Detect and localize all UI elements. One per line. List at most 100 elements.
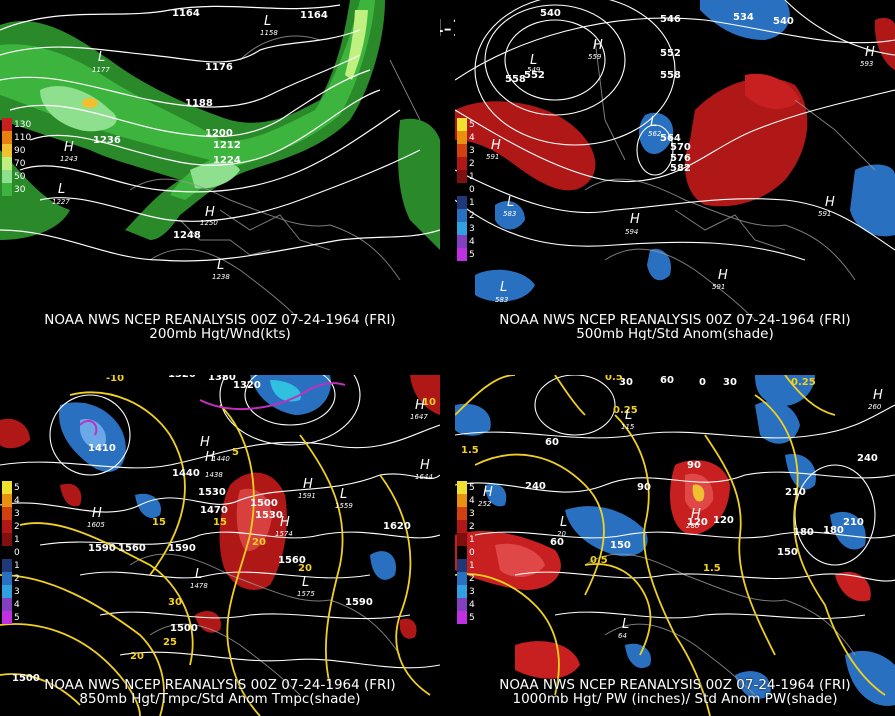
contour-label: 210 <box>785 487 806 498</box>
contour-label: 1530 <box>255 510 283 521</box>
contour-label: 552 <box>524 70 545 81</box>
contour-label: 1530 <box>198 487 226 498</box>
high-center: H <box>593 38 603 53</box>
contour-label: 1500 <box>250 498 278 509</box>
high-center: H <box>64 140 74 155</box>
contour-label: 558 <box>505 74 526 85</box>
contour-label: 570 <box>670 142 691 153</box>
map-850mb <box>0 375 440 716</box>
contour-label: 1248 <box>173 230 201 241</box>
contour-label: 1590 <box>345 597 373 608</box>
low-center: L <box>650 115 658 130</box>
contour-label: 1440 <box>172 468 200 479</box>
temp-label: -10 <box>106 375 125 384</box>
contour-label: 564 <box>660 133 681 144</box>
temp-label: 10 <box>422 397 436 408</box>
temp-label: 20 <box>252 537 266 548</box>
contour-label: 90 <box>637 482 651 493</box>
contour-label: 1176 <box>205 62 233 73</box>
pw-label: 0.5 <box>590 555 608 566</box>
high-center: H <box>205 450 215 465</box>
low-center: L <box>264 14 272 29</box>
contour-label: 582 <box>670 163 691 174</box>
low-center: L <box>507 195 515 210</box>
caption-source: NOAA NWS NCEP REANALYSIS 00Z 07-24-1964 … <box>499 312 851 328</box>
high-center: H <box>92 506 102 521</box>
contour-label: 60 <box>660 375 674 386</box>
contour-label: 150 <box>777 547 798 558</box>
high-center: H <box>420 458 430 473</box>
high-center: H <box>280 515 290 530</box>
caption-field: 500mb Hgt/Std Anom(shade) <box>576 326 774 340</box>
contour-label: 1500 <box>170 623 198 634</box>
low-center: L <box>500 280 508 295</box>
contour-label: 1164 <box>172 8 200 19</box>
map-200mb <box>0 0 440 321</box>
contour-label: 30 <box>723 377 737 388</box>
high-center: H <box>825 195 835 210</box>
temp-label: 5 <box>232 447 239 458</box>
low-center: L <box>530 53 538 68</box>
temp-label: 15 <box>213 517 227 528</box>
high-center: H <box>205 205 215 220</box>
map-1000mb <box>455 375 895 716</box>
contour-label: 240 <box>525 481 546 492</box>
high-center: H <box>691 507 701 522</box>
legend-1000mb: 5 4 3 2 1 0 1 2 3 4 5 <box>457 481 489 624</box>
pw-label: 1.5 <box>703 563 721 574</box>
caption-source: NOAA NWS NCEP REANALYSIS 00Z 07-24-1964 … <box>499 677 851 693</box>
contour-label: 210 <box>843 517 864 528</box>
high-center: H <box>865 45 875 60</box>
map-500mb <box>455 0 895 321</box>
high-center: H <box>718 268 728 283</box>
low-center: L <box>98 50 106 65</box>
contour-label: 552 <box>660 48 681 59</box>
contour-label: 1164 <box>300 10 328 21</box>
contour-label: 90 <box>687 460 701 471</box>
contour-label: 120 <box>687 517 708 528</box>
contour-label: 150 <box>610 540 631 551</box>
legend-200mb: 130 110 90 70 50 30 <box>2 118 34 196</box>
contour-label: 180 <box>823 525 844 536</box>
legend-850mb: 5 4 3 2 1 0 1 2 3 4 5 <box>2 481 34 624</box>
contour-label: 1590 <box>88 543 116 554</box>
pw-label: 0.25 <box>791 377 816 388</box>
contour-label: 240 <box>857 453 878 464</box>
contour-label: 1620 <box>383 521 411 532</box>
low-center: L <box>340 487 348 502</box>
contour-label: 1320 <box>233 380 261 391</box>
low-center: L <box>58 182 66 197</box>
high-center: H <box>491 138 501 153</box>
contour-label: 576 <box>670 153 691 164</box>
low-center: L <box>302 575 310 590</box>
caption-field: 200mb Hgt/Wnd(kts) <box>149 326 291 340</box>
contour-label: 1410 <box>88 443 116 454</box>
contour-label: 546 <box>660 14 681 25</box>
contour-label: 558 <box>660 70 681 81</box>
contour-label: 1560 <box>118 543 146 554</box>
caption-source: NOAA NWS NCEP REANALYSIS 00Z 07-24-1964 … <box>44 677 396 693</box>
legend-500mb: 5 4 3 2 1 0 1 2 3 4 5 <box>457 118 489 261</box>
panel-850mb: 5 4 3 2 1 0 1 2 3 4 5 1320 1380 1290 132… <box>0 375 440 716</box>
contour-label: 1590 <box>168 543 196 554</box>
contour-label: 1560 <box>278 555 306 566</box>
temp-label: 20 <box>298 563 312 574</box>
contour-label: 0 <box>699 377 706 388</box>
pw-label: 1.5 <box>461 445 479 456</box>
high-center: H <box>303 477 313 492</box>
high-center: H <box>873 388 883 403</box>
contour-label: 1212 <box>213 140 241 151</box>
contour-label: 1320 <box>168 375 196 380</box>
contour-label: 120 <box>713 515 734 526</box>
temp-label: 25 <box>163 637 177 648</box>
contour-label: 534 <box>733 12 754 23</box>
temp-label: 30 <box>168 597 182 608</box>
low-center: L <box>217 258 225 273</box>
contour-label: 1224 <box>213 155 241 166</box>
contour-label: 60 <box>545 437 559 448</box>
high-center: H <box>200 435 210 450</box>
contour-label: 540 <box>540 8 561 19</box>
pw-label: 0.5 <box>605 375 623 383</box>
contour-label: 60 <box>550 537 564 548</box>
temp-label: 20 <box>130 651 144 662</box>
